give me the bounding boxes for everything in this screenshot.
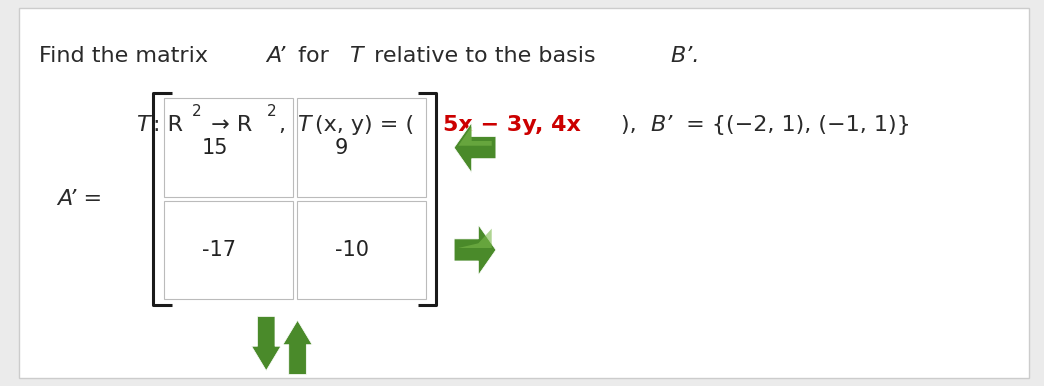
FancyBboxPatch shape (164, 98, 292, 197)
Text: : R: : R (153, 115, 184, 135)
Text: B’.: B’. (670, 46, 701, 66)
Text: for: for (291, 46, 336, 66)
Polygon shape (454, 225, 496, 275)
FancyBboxPatch shape (19, 8, 1029, 378)
Text: = {(−2, 1), (−1, 1)}: = {(−2, 1), (−1, 1)} (679, 115, 910, 135)
Text: -10: -10 (335, 240, 369, 260)
FancyBboxPatch shape (296, 201, 426, 299)
FancyBboxPatch shape (296, 98, 426, 197)
FancyBboxPatch shape (164, 201, 292, 299)
Text: T: T (349, 46, 362, 66)
Text: ),: ), (621, 115, 643, 135)
Text: Find the matrix: Find the matrix (39, 46, 215, 66)
Text: T: T (298, 115, 311, 135)
Polygon shape (458, 126, 492, 146)
Text: 15: 15 (201, 138, 229, 157)
Text: 5x − 3y, 4x: 5x − 3y, 4x (443, 115, 580, 135)
Text: 2: 2 (266, 104, 277, 119)
Polygon shape (283, 320, 312, 374)
Text: (x, y) = (: (x, y) = ( (315, 115, 414, 135)
Text: relative to the basis: relative to the basis (366, 46, 602, 66)
Text: T: T (136, 115, 149, 135)
Text: A’ =: A’ = (57, 189, 102, 209)
Polygon shape (252, 317, 281, 371)
Text: → R: → R (205, 115, 253, 135)
Text: B’: B’ (650, 115, 672, 135)
Text: A’: A’ (266, 46, 285, 66)
Text: ,: , (279, 115, 293, 135)
Polygon shape (454, 122, 496, 173)
Text: 9: 9 (335, 138, 349, 157)
Text: -17: -17 (201, 240, 236, 260)
Polygon shape (458, 229, 492, 248)
Text: 2: 2 (192, 104, 201, 119)
